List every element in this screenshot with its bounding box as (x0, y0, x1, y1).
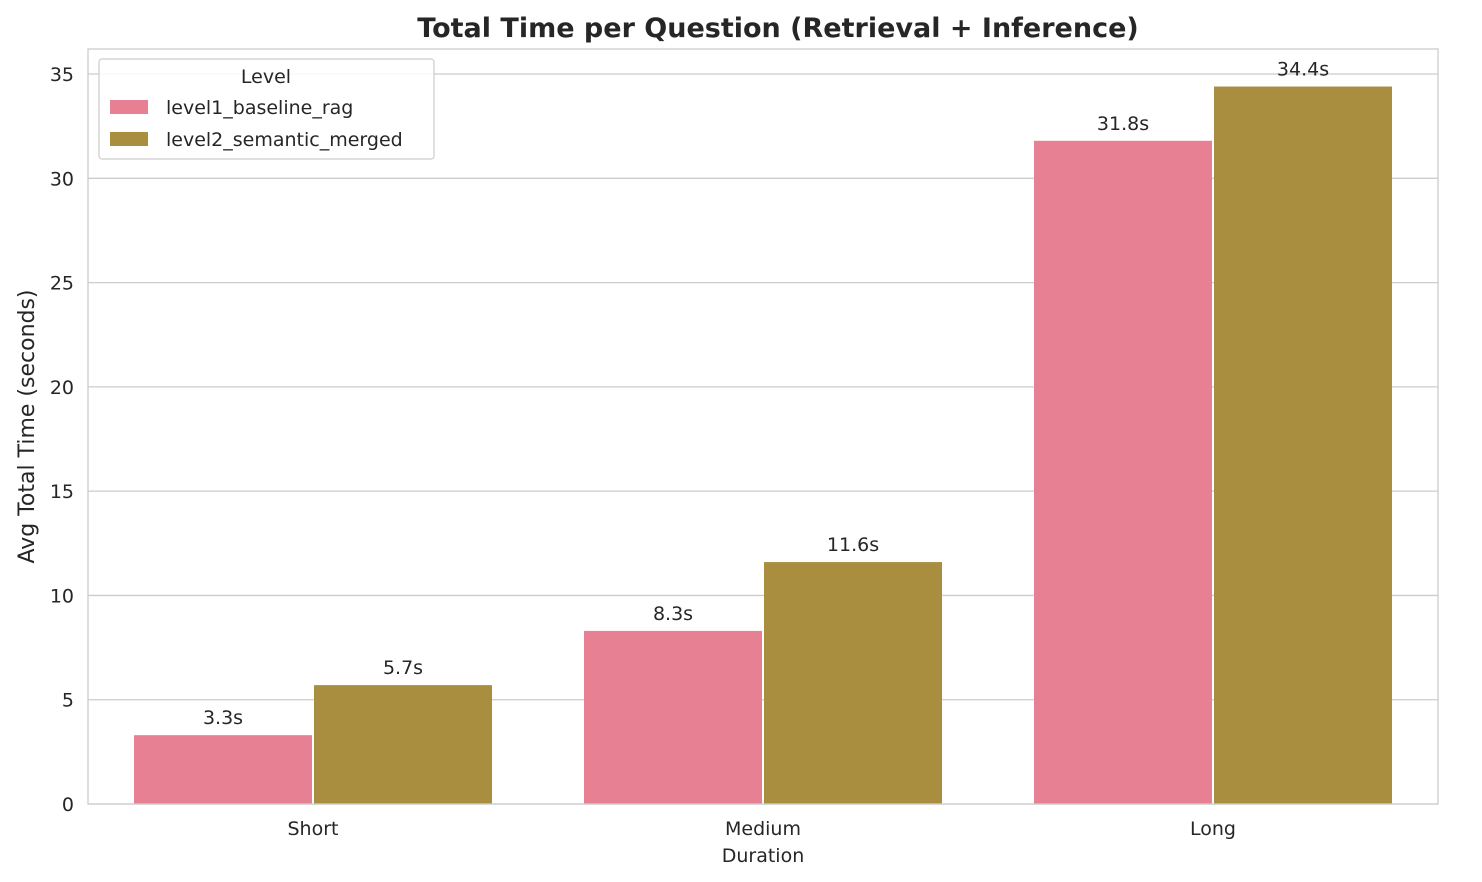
x-tick-labels: Short Medium Long (288, 818, 1236, 840)
y-tick-label: 25 (50, 273, 74, 295)
y-tick-label: 15 (50, 481, 74, 503)
plot-area: 3.3s 5.7s 8.3s 11.6s 31.8s 34.4s 0 5 10 15 20 25 30… (50, 48, 1439, 840)
bar (314, 685, 492, 804)
y-tick-label: 10 (50, 585, 74, 607)
bar (584, 630, 762, 804)
legend: Level level1_baseline_rag level2_semantic… (98, 58, 435, 160)
data-label: 8.3s (653, 603, 693, 625)
y-tick-label: 20 (50, 377, 74, 399)
bar (764, 562, 942, 804)
plot-border (87, 48, 1439, 805)
y-tick-label: 0 (62, 794, 74, 816)
bars (134, 86, 1392, 805)
x-tick-label: Medium (725, 818, 801, 840)
bar (134, 735, 312, 804)
legend-label: level2_semantic_merged (166, 129, 403, 151)
data-label: 31.8s (1097, 113, 1149, 135)
legend-items: level1_baseline_rag level2_semantic_merge… (110, 97, 403, 151)
data-label: 5.7s (383, 657, 423, 679)
x-tick-label: Short (288, 818, 339, 840)
data-label: 11.6s (827, 534, 879, 556)
legend-swatch (110, 132, 148, 146)
data-label: 3.3s (203, 707, 243, 729)
legend-label: level1_baseline_rag (166, 97, 353, 119)
x-tick-label: Long (1190, 818, 1236, 840)
bar (1214, 86, 1392, 804)
y-tick-label: 5 (62, 690, 74, 712)
bar (1034, 140, 1212, 805)
legend-swatch (110, 100, 148, 114)
data-label: 34.4s (1277, 59, 1329, 81)
x-axis-label: Duration (722, 845, 805, 867)
plot-frame (88, 49, 1438, 804)
legend-title: Level (241, 66, 291, 88)
data-labels: 3.3s 5.7s 8.3s 11.6s 31.8s 34.4s (203, 59, 1329, 730)
y-tick-labels: 0 5 10 15 20 25 30 35 (50, 64, 74, 816)
y-tick-label: 35 (50, 64, 74, 86)
y-axis-label: Avg Total Time (seconds) (15, 289, 40, 563)
legend-box (98, 58, 435, 160)
chart-title: Total Time per Question (Retrieval + Inf… (417, 13, 1139, 44)
y-tick-label: 30 (50, 168, 74, 190)
